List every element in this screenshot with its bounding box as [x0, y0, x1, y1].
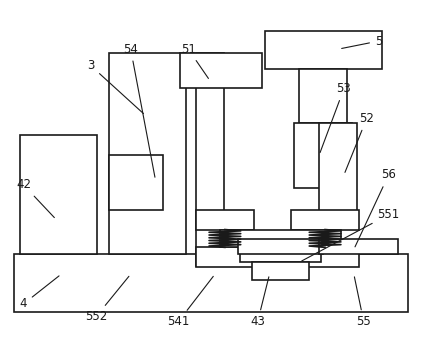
Bar [265, 31, 381, 69]
Bar [240, 247, 321, 262]
Text: 42: 42 [16, 178, 54, 217]
Bar [238, 239, 323, 254]
Bar [180, 53, 262, 88]
Text: 541: 541 [167, 276, 213, 328]
Bar [196, 53, 224, 266]
Text: 56: 56 [355, 168, 396, 247]
Text: 43: 43 [250, 277, 269, 328]
Bar [294, 123, 352, 188]
Bar [319, 239, 398, 254]
Text: 51: 51 [181, 43, 208, 79]
Bar [196, 247, 264, 267]
Bar [252, 262, 309, 280]
Bar [19, 135, 97, 254]
Bar [109, 53, 186, 254]
Bar [109, 155, 163, 210]
Text: 551: 551 [302, 208, 400, 261]
Bar [291, 210, 359, 229]
Text: 54: 54 [123, 43, 155, 177]
Text: 53: 53 [320, 82, 351, 153]
Bar [14, 254, 408, 312]
Bar [220, 229, 341, 247]
Bar [319, 123, 357, 213]
Bar [196, 210, 254, 229]
Text: 552: 552 [85, 276, 129, 323]
Bar [299, 69, 347, 123]
Text: 4: 4 [20, 276, 59, 310]
Text: 52: 52 [345, 112, 374, 173]
Text: 3: 3 [87, 59, 143, 114]
Text: 55: 55 [354, 277, 371, 328]
Text: 5: 5 [342, 35, 382, 48]
Bar [291, 247, 359, 267]
